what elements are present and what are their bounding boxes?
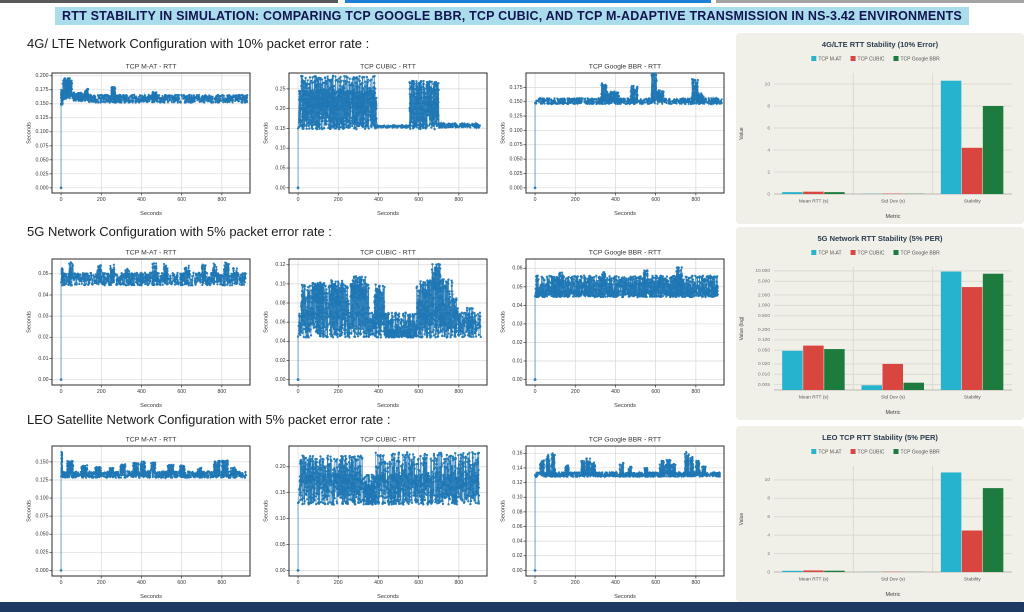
bottom-accent-bar [0,602,1024,612]
bar-panel-4g-lte [736,33,1024,224]
document-title: RTT STABILITY IN SIMULATION: COMPARING T… [55,7,969,25]
window-edge-segment-center [345,0,711,3]
bar-chart-leo-stability [736,426,1024,602]
scatter-leo-tcp-cubic-rtt [261,433,494,601]
scatter-4g-tcp-bbr-rtt [498,60,731,218]
scatter-5g-tcp-mat-rtt [24,246,257,410]
bar-panel-leo [736,426,1024,602]
section-heading-leo: LEO Satellite Network Configuration with… [27,412,391,427]
scatter-4g-tcp-mat-rtt [24,60,257,218]
scatter-leo-tcp-mat-rtt [24,433,257,601]
section-heading-4g-lte: 4G/ LTE Network Configuration with 10% p… [27,36,370,51]
scatter-5g-tcp-cubic-rtt [261,246,494,410]
bar-chart-5g-stability [736,227,1024,420]
scatter-4g-tcp-cubic-rtt [261,60,494,218]
window-edge-segment-right [716,0,1024,3]
bar-chart-4g-lte-stability [736,33,1024,224]
document-title-row: RTT STABILITY IN SIMULATION: COMPARING T… [0,7,1024,25]
window-edge-segment-left [0,0,338,3]
scatter-5g-tcp-bbr-rtt [498,246,731,410]
bar-panel-5g [736,227,1024,420]
scatter-leo-tcp-bbr-rtt [498,433,731,601]
section-heading-5g: 5G Network Configuration with 5% packet … [27,224,332,239]
